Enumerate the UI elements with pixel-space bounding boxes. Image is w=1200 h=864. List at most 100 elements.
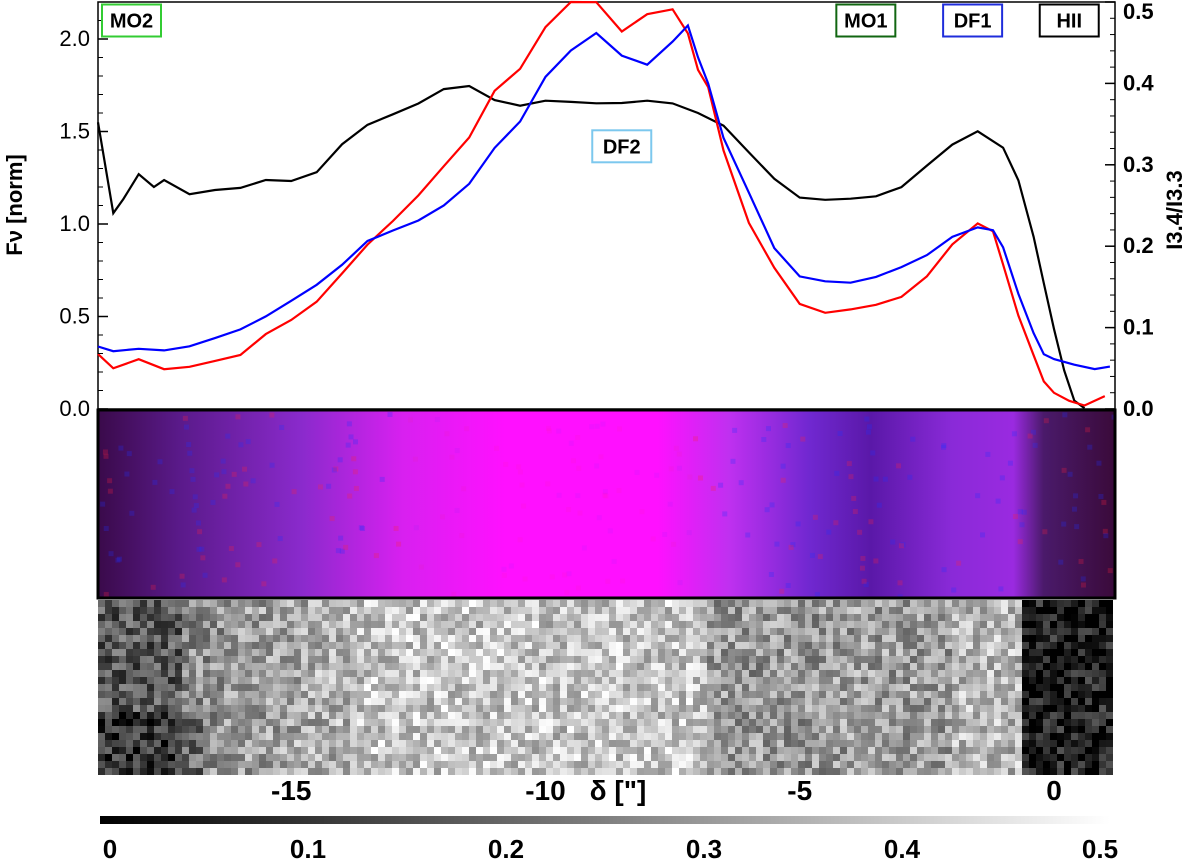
- ratio-map-pixel: [784, 740, 791, 747]
- ratio-map-pixel: [497, 663, 504, 670]
- ratio-map-pixel: [602, 628, 609, 635]
- ratio-map-pixel: [742, 747, 749, 754]
- ratio-map-pixel: [616, 600, 623, 607]
- ratio-map-pixel: [126, 663, 133, 670]
- ratio-map-pixel: [238, 649, 245, 656]
- ratio-map-pixel: [406, 642, 413, 649]
- ratio-map-pixel: [882, 691, 889, 698]
- ratio-map-pixel: [105, 726, 112, 733]
- ratio-map-pixel: [1064, 677, 1071, 684]
- ratio-map-pixel: [357, 649, 364, 656]
- ratio-map-pixel: [448, 600, 455, 607]
- ratio-map-pixel: [462, 698, 469, 705]
- ratio-map-pixel: [609, 705, 616, 712]
- ratio-map-pixel: [721, 705, 728, 712]
- ratio-map-pixel: [553, 768, 560, 775]
- ratio-map-pixel: [896, 684, 903, 691]
- ratio-map-pixel: [315, 628, 322, 635]
- ratio-map-pixel: [1029, 677, 1036, 684]
- ratio-map-pixel: [1085, 621, 1092, 628]
- ratio-map-pixel: [623, 642, 630, 649]
- ratio-map-pixel: [343, 600, 350, 607]
- ratio-map-pixel: [770, 747, 777, 754]
- ratio-map-pixel: [210, 754, 217, 761]
- ratio-map-pixel: [1099, 670, 1106, 677]
- ratio-map-pixel: [154, 733, 161, 740]
- ratio-map-pixel: [1071, 635, 1078, 642]
- ratio-map-pixel: [812, 677, 819, 684]
- ratio-map-pixel: [966, 635, 973, 642]
- ratio-map-pixel: [147, 684, 154, 691]
- ratio-map-pixel: [322, 607, 329, 614]
- ratio-map-pixel: [651, 733, 658, 740]
- ratio-map-pixel: [1036, 712, 1043, 719]
- ratio-map-pixel: [476, 600, 483, 607]
- ratio-map-pixel: [287, 761, 294, 768]
- ratio-map-pixel: [280, 698, 287, 705]
- ratio-map-pixel: [896, 607, 903, 614]
- ratio-map-pixel: [630, 663, 637, 670]
- rgb-noise-pixel: [876, 502, 882, 508]
- ratio-map-pixel: [140, 747, 147, 754]
- ratio-map-pixel: [231, 747, 238, 754]
- ratio-map-pixel: [798, 747, 805, 754]
- ratio-map-pixel: [126, 733, 133, 740]
- ratio-map-pixel: [798, 712, 805, 719]
- ratio-map-pixel: [210, 712, 217, 719]
- ratio-map-pixel: [868, 628, 875, 635]
- ratio-map-pixel: [126, 600, 133, 607]
- ratio-map-pixel: [371, 663, 378, 670]
- ratio-map-pixel: [504, 705, 511, 712]
- ratio-map-pixel: [1029, 656, 1036, 663]
- ratio-map-pixel: [1043, 635, 1050, 642]
- ratio-map-pixel: [742, 705, 749, 712]
- ratio-map-pixel: [896, 705, 903, 712]
- ratio-map-pixel: [959, 600, 966, 607]
- ratio-map-pixel: [1022, 747, 1029, 754]
- ratio-map-pixel: [931, 663, 938, 670]
- ratio-map-pixel: [336, 719, 343, 726]
- ratio-map-pixel: [588, 754, 595, 761]
- ratio-map-pixel: [553, 698, 560, 705]
- ratio-map-pixel: [966, 663, 973, 670]
- ratio-map-pixel: [336, 607, 343, 614]
- ratio-map-pixel: [952, 761, 959, 768]
- ratio-map-pixel: [308, 635, 315, 642]
- ratio-map-pixel: [882, 642, 889, 649]
- ratio-map-pixel: [399, 691, 406, 698]
- ratio-map-pixel: [679, 635, 686, 642]
- ratio-map-pixel: [126, 649, 133, 656]
- rgb-noise-pixel: [221, 577, 227, 583]
- ratio-map-pixel: [875, 698, 882, 705]
- ratio-map-pixel: [469, 607, 476, 614]
- ratio-map-pixel: [826, 656, 833, 663]
- ratio-map-pixel: [609, 635, 616, 642]
- ratio-map-pixel: [210, 684, 217, 691]
- rgb-noise-pixel: [722, 511, 728, 517]
- ratio-map-pixel: [791, 670, 798, 677]
- ratio-map-pixel: [490, 614, 497, 621]
- ratio-map-pixel: [651, 761, 658, 768]
- ratio-map-pixel: [245, 607, 252, 614]
- ratio-map-pixel: [560, 677, 567, 684]
- ratio-map-pixel: [539, 607, 546, 614]
- ratio-map-pixel: [336, 614, 343, 621]
- ratio-map-pixel: [287, 670, 294, 677]
- ratio-map-pixel: [903, 649, 910, 656]
- ratio-map-pixel: [238, 726, 245, 733]
- ratio-map-pixel: [1078, 747, 1085, 754]
- ratio-map-pixel: [910, 656, 917, 663]
- ratio-map-pixel: [189, 691, 196, 698]
- ratio-map-pixel: [469, 712, 476, 719]
- ratio-map-pixel: [455, 698, 462, 705]
- ratio-map-pixel: [553, 733, 560, 740]
- ratio-map-pixel: [392, 621, 399, 628]
- ratio-map-pixel: [308, 691, 315, 698]
- ratio-map-pixel: [245, 649, 252, 656]
- ratio-map-pixel: [749, 628, 756, 635]
- ratio-map-pixel: [112, 642, 119, 649]
- rgb-noise-pixel: [242, 466, 248, 472]
- ratio-map-pixel: [917, 628, 924, 635]
- ratio-map-pixel: [735, 754, 742, 761]
- ratio-map-pixel: [1001, 642, 1008, 649]
